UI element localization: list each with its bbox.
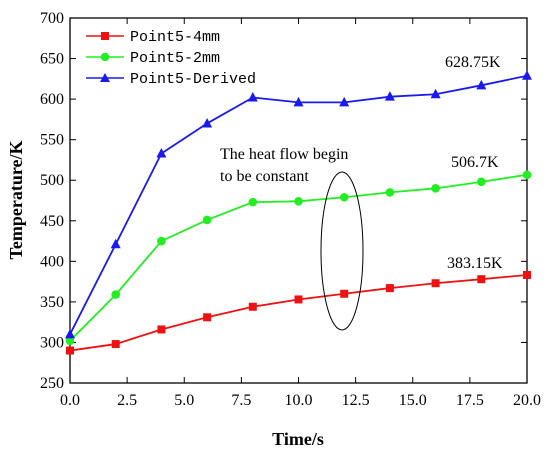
data-point-point5-2mm [157, 236, 166, 246]
legend-entry-4mm: Point5-4mm [86, 29, 220, 46]
legend-label-4mm: Point5-4mm [130, 29, 220, 46]
legend-marker-4mm [101, 32, 109, 40]
x-tick-label: 20.0 [513, 392, 541, 409]
data-point-point5-4mm [157, 325, 166, 334]
annotation-end-2mm: 506.7K [451, 154, 499, 171]
data-point-point5-derived [293, 96, 304, 107]
annotation-note-line1: The heat flow begin [220, 146, 348, 163]
data-point-point5-2mm [294, 197, 303, 206]
data-point-point5-2mm [248, 197, 258, 207]
legend-marker-2mm [100, 52, 110, 62]
series-point5-2mm [65, 170, 532, 346]
legend-entry-2mm: Point5-2mm [86, 50, 220, 67]
data-point-point5-derived [202, 117, 213, 128]
data-point-point5-4mm [385, 284, 394, 293]
y-tick-label: 400 [40, 253, 64, 270]
data-point-point5-derived [65, 328, 75, 339]
data-point-point5-derived [110, 238, 121, 249]
x-tick-label: 7.5 [231, 392, 251, 409]
y-tick-label: 250 [40, 375, 64, 392]
y-tick-label: 700 [40, 10, 64, 27]
x-tick-label: 2.5 [117, 392, 137, 409]
annotation-end-derived: 628.75K [445, 54, 501, 71]
data-point-point5-2mm [385, 188, 395, 197]
series-point5-derived [65, 70, 532, 339]
annotation-ellipse [320, 171, 364, 331]
series-line-point5-4mm [69, 274, 528, 352]
y-tick-label: 300 [40, 334, 64, 351]
data-point-point5-derived [339, 96, 350, 107]
data-point-point5-2mm [65, 336, 75, 346]
data-point-point5-4mm [66, 346, 74, 355]
data-point-point5-4mm [111, 340, 120, 349]
legend-label-derived: Point5-Derived [130, 71, 256, 88]
data-point-point5-4mm [431, 279, 440, 288]
data-point-point5-2mm [339, 192, 349, 202]
data-point-point5-2mm [202, 215, 212, 225]
data-point-point5-4mm [477, 275, 486, 284]
x-axis-title: Time/s [272, 429, 324, 449]
annotation-note-line2: to be constant [220, 168, 309, 185]
data-point-point5-2mm [431, 184, 440, 193]
y-tick-label: 650 [40, 51, 64, 68]
data-point-point5-2mm [477, 177, 486, 187]
y-tick-label: 550 [40, 132, 64, 149]
x-tick-label: 10.0 [285, 392, 313, 409]
x-tick-label: 5.0 [174, 392, 194, 409]
x-tick-label: 0.0 [60, 392, 80, 409]
data-point-point5-derived [156, 147, 167, 158]
legend: Point5-4mm Point5-2mm Point5-Derived [86, 29, 256, 88]
y-axis-title: Temperature/K [6, 141, 26, 260]
x-tick-label: 15.0 [399, 392, 427, 409]
series-point5-4mm [66, 271, 531, 355]
data-point-point5-2mm [522, 170, 532, 180]
annotation-end-4mm: 383.15K [447, 255, 503, 272]
data-point-point5-4mm [203, 313, 212, 322]
data-point-point5-derived [247, 91, 258, 102]
legend-entry-derived: Point5-Derived [86, 71, 256, 88]
y-tick-label: 500 [40, 172, 64, 189]
data-point-point5-derived [522, 70, 532, 80]
y-tick-label: 350 [40, 294, 64, 311]
data-point-point5-4mm [294, 295, 303, 304]
data-point-point5-derived [384, 91, 395, 101]
data-point-point5-4mm [340, 289, 349, 298]
data-point-point5-4mm [248, 302, 257, 311]
y-tick-label: 600 [40, 91, 64, 108]
data-point-point5-derived [430, 88, 441, 99]
series-layer [65, 70, 532, 355]
x-tick-label: 12.5 [342, 392, 370, 409]
legend-marker-derived [100, 73, 110, 82]
y-tick-label: 450 [40, 213, 64, 230]
data-point-point5-derived [476, 79, 487, 90]
legend-label-2mm: Point5-2mm [130, 50, 220, 67]
axis-ticks: 0.0 2.5 5.0 7.5 10.0 12.5 15.0 17.5 20.0 250 300 35… [40, 10, 541, 409]
data-point-point5-2mm [111, 290, 120, 299]
data-point-point5-4mm [523, 271, 531, 280]
x-tick-label: 17.5 [456, 392, 484, 409]
